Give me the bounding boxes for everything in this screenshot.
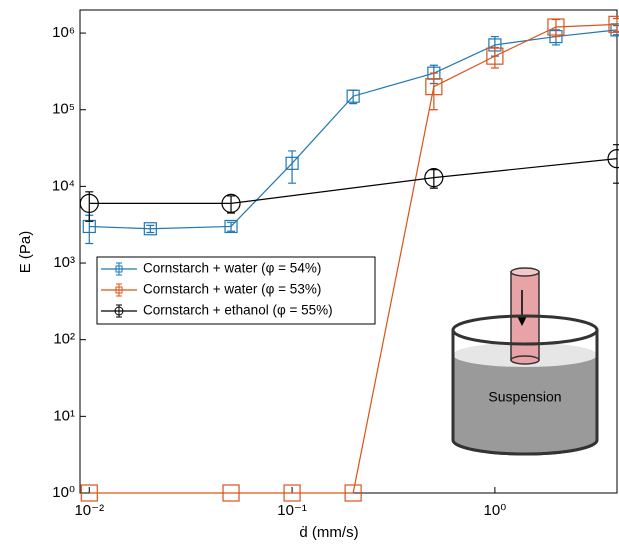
marker <box>283 484 301 502</box>
series-line <box>89 158 618 204</box>
marker <box>344 484 362 502</box>
x-tick-label: 10⁰ <box>484 502 507 519</box>
marker <box>486 47 504 65</box>
marker <box>346 89 360 103</box>
y-tick-label: 10⁶ <box>52 24 75 41</box>
marker <box>608 15 619 33</box>
marker <box>79 193 99 213</box>
legend-errorbar <box>116 283 122 297</box>
marker <box>425 78 443 96</box>
y-tick-label: 10⁴ <box>52 177 75 194</box>
marker <box>424 168 444 188</box>
error-bar <box>429 169 438 189</box>
legend-label: Cornstarch + water (φ = 54%) <box>143 261 321 276</box>
legend-errorbar <box>116 262 122 276</box>
error-bar <box>288 150 297 184</box>
y-tick-label: 10⁰ <box>52 484 75 501</box>
marker <box>607 149 619 169</box>
error-bar <box>613 144 619 184</box>
annotation: Suspension <box>488 389 561 405</box>
y-tick-label: 10¹ <box>53 407 75 424</box>
legend-label: Cornstarch + water (φ = 53%) <box>143 282 321 297</box>
y-tick-label: 10³ <box>53 254 75 271</box>
x-axis-label: ḋ (mm/s) <box>299 524 358 541</box>
legend-marker <box>115 265 123 273</box>
marker <box>224 219 238 234</box>
x-tick-label: 10⁻² <box>74 502 104 519</box>
marker <box>547 18 565 36</box>
legend-box <box>96 256 376 325</box>
error-bar <box>146 224 155 234</box>
marker <box>222 484 240 502</box>
y-tick-label: 10⁵ <box>52 101 75 118</box>
y-tick-label: 10² <box>53 331 75 348</box>
legend-marker <box>114 306 124 316</box>
legend-marker <box>115 286 123 294</box>
marker <box>143 222 157 236</box>
legend: Cornstarch + water (φ = 54%) Cornstarch +… <box>96 256 376 325</box>
error-bar <box>227 221 236 232</box>
legend-label: Cornstarch + ethanol (φ = 55%) <box>143 303 333 318</box>
error-bar <box>613 17 619 33</box>
marker <box>221 193 241 213</box>
error-bar <box>85 191 94 222</box>
marker <box>80 484 98 502</box>
error-bar <box>227 195 236 214</box>
x-tick-label: 10⁻¹ <box>277 502 307 519</box>
inset-diagram: Suspension <box>451 267 599 456</box>
series-line <box>89 29 618 230</box>
series-line <box>89 23 618 494</box>
marker <box>285 156 299 170</box>
y-axis-label: E (Pa) <box>17 231 34 274</box>
